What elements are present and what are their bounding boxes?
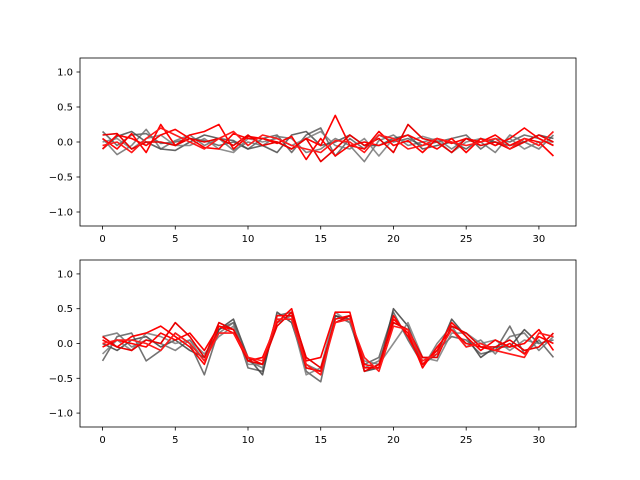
top-series-line-6	[102, 123, 554, 163]
bottom-x-tick-label: 10	[242, 435, 255, 446]
top-axes: 0 5 10 15 20 25 30 −1.0 −0.5 0.0 0.5 1.0	[49, 57, 577, 245]
bottom-y-tick-label: −1.0	[49, 409, 73, 420]
top-y-tick-label: 0.0	[57, 138, 73, 149]
bottom-x-tick-label: 15	[314, 435, 327, 446]
top-x-tick-label: 20	[387, 234, 400, 245]
top-x-tick-label: 15	[314, 234, 327, 245]
top-series-line-0	[101, 127, 554, 157]
bottom-y-tick-label: −0.5	[49, 374, 73, 385]
top-x-tick-label: 10	[242, 234, 255, 245]
top-y-tick-label: 1.0	[57, 68, 73, 79]
bottom-y-tick-label: 0.5	[57, 304, 73, 315]
bottom-series-group	[101, 307, 555, 383]
bottom-axes: 0 5 10 15 20 25 30 −1.0 −0.5 0.0 0.5 1.0	[49, 259, 577, 446]
bottom-x-tick-label: 30	[533, 435, 546, 446]
top-x-tick-label: 30	[533, 234, 546, 245]
top-series-group	[101, 114, 555, 163]
bottom-x-tick-label: 20	[387, 435, 400, 446]
bottom-y-tick-label: 1.0	[57, 269, 73, 280]
bottom-x-tick-label: 5	[172, 435, 178, 446]
top-y-tick-label: −0.5	[49, 173, 73, 184]
bottom-series-line-7	[102, 318, 554, 376]
top-x-tick-label: 0	[99, 234, 105, 245]
top-x-tick-label: 5	[172, 234, 178, 245]
top-x-tick-label: 25	[460, 234, 473, 245]
bottom-x-tick-label: 0	[99, 435, 105, 446]
bottom-series-line-3	[101, 311, 554, 376]
bottom-x-tick-label: 25	[460, 435, 473, 446]
top-series-line-7	[102, 127, 555, 154]
top-y-tick-label: −1.0	[49, 208, 73, 219]
top-y-tick-label: 0.5	[57, 103, 73, 114]
bottom-y-tick-label: 0.0	[57, 339, 73, 350]
top-series-line-3	[102, 130, 554, 157]
